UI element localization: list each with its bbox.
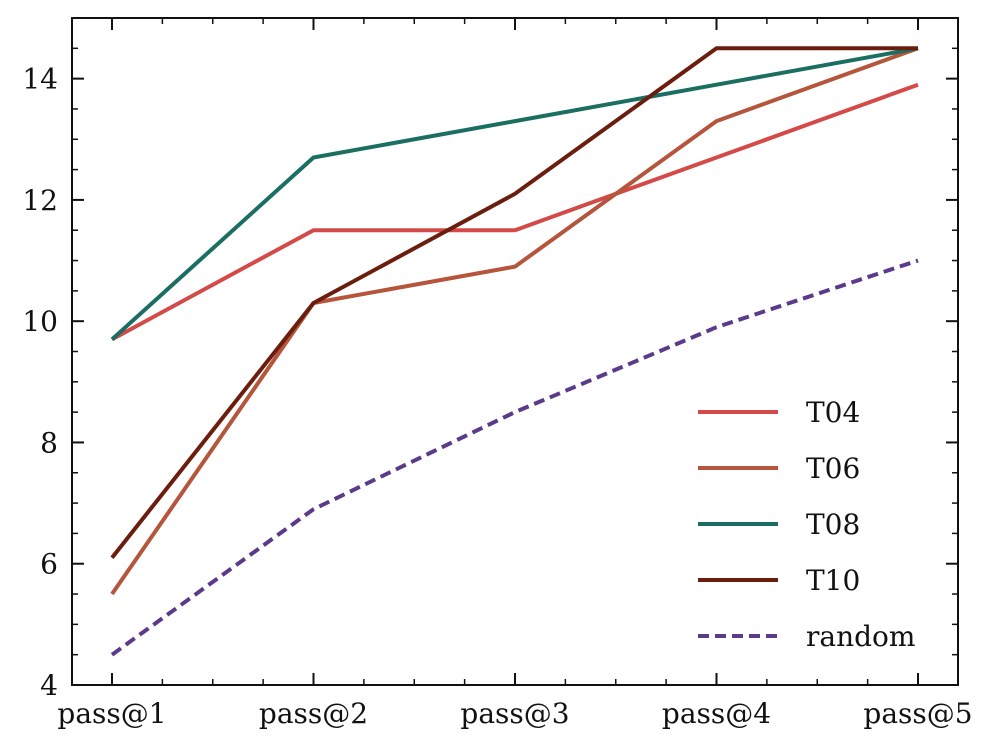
y-tick-label: 12 [22,184,58,217]
series-line-t06 [110,46,919,596]
series-line-random [110,258,919,657]
y-tick-label: 8 [40,426,58,459]
legend-label-t04: T04 [806,396,860,429]
legend-label-t06: T06 [806,452,860,485]
legend-label-random: random [806,620,915,653]
ticks-layer: pass@1 pass@2 pass@3 pass@4 pass@5 4 6 8 10 12 14 [22,18,973,730]
x-tick-label: pass@3 [460,697,569,730]
y-tick-label: 10 [22,305,58,338]
y-tick-label: 4 [40,669,58,702]
series-line-t04 [111,82,919,342]
series-line-t10 [110,46,918,559]
legend-label-t10: T10 [806,564,860,597]
series-line-t08 [110,46,919,341]
x-tick-label: pass@1 [57,697,166,730]
y-tick-label: 14 [22,63,58,96]
x-tick-label: pass@5 [863,697,972,730]
y-tick-label: 6 [40,548,58,581]
x-tick-label: pass@2 [259,697,368,730]
legend: T04 T06 T08 T10 random [698,396,915,653]
x-tick-label: pass@4 [662,697,771,730]
legend-label-t08: T08 [806,508,860,541]
series-layer [110,46,919,657]
